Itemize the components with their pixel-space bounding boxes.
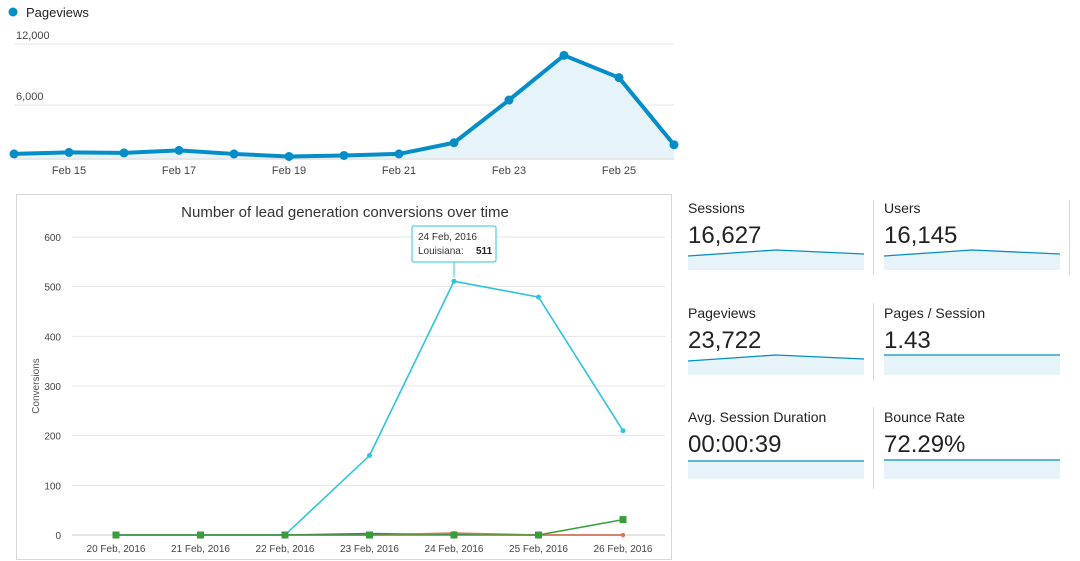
- sparkline: [884, 459, 1060, 479]
- metric-sessions[interactable]: Sessions 16,627: [688, 200, 864, 270]
- data-point: [112, 531, 120, 539]
- data-point: [9, 149, 19, 159]
- tooltip-series-label: Louisiana:: [418, 246, 464, 257]
- y-tick-label: 300: [44, 382, 61, 393]
- sparkline: [884, 354, 1060, 375]
- y-tick-label: 400: [44, 332, 61, 343]
- data-point: [536, 294, 541, 300]
- y-tick-label: 100: [44, 481, 61, 492]
- x-tick-label: Feb 15: [52, 165, 86, 177]
- area-fill: [14, 55, 674, 158]
- metric-pages-per-session[interactable]: Pages / Session 1.43: [884, 305, 1060, 375]
- sparkline-line: [688, 354, 864, 362]
- data-point: [197, 531, 204, 539]
- metric-value: 16,627: [688, 222, 762, 249]
- data-point: [559, 50, 569, 60]
- series-line: [116, 280, 624, 536]
- divider: [873, 407, 874, 489]
- metric-value: 00:00:39: [688, 431, 782, 458]
- x-tick-label: 22 Feb, 2016: [256, 544, 315, 555]
- y-axis-title: Conversions: [31, 358, 42, 414]
- data-point: [450, 531, 458, 539]
- data-point: [394, 149, 404, 159]
- metric-label: Sessions: [688, 200, 745, 216]
- data-point: [449, 138, 459, 148]
- metric-label: Pages / Session: [884, 305, 986, 321]
- metric-value: 72.29%: [884, 431, 966, 458]
- y-tick-label: 0: [55, 531, 61, 542]
- data-point: [281, 531, 289, 539]
- data-point: [174, 145, 184, 155]
- metric-label: Pageviews: [688, 305, 756, 321]
- data-point: [619, 516, 627, 524]
- conversions-chart-panel: Number of lead generation conversions ov…: [16, 194, 672, 560]
- x-tick-label: 23 Feb, 2016: [340, 544, 399, 555]
- sparkline-line: [688, 249, 864, 257]
- metric-label: Users: [884, 200, 921, 216]
- data-point: [504, 95, 514, 105]
- x-tick-label: Feb 17: [162, 165, 196, 177]
- data-point: [64, 147, 74, 157]
- data-point: [621, 533, 625, 537]
- data-point: [535, 531, 542, 539]
- metric-value: 1.43: [884, 327, 931, 354]
- divider: [873, 303, 874, 381]
- legend-label: Pageviews: [26, 5, 89, 20]
- divider: [1069, 200, 1070, 275]
- metric-users[interactable]: Users 16,145: [884, 200, 1060, 270]
- data-point: [119, 148, 129, 158]
- x-tick-label: 21 Feb, 2016: [171, 544, 230, 555]
- data-point: [451, 278, 457, 284]
- sparkline: [688, 249, 864, 270]
- data-point: [614, 73, 624, 83]
- sparkline-line: [884, 249, 1060, 257]
- data-point: [284, 151, 294, 161]
- metric-bounce-rate[interactable]: Bounce Rate 72.29%: [884, 409, 1060, 479]
- y-tick-label: 200: [44, 432, 61, 443]
- sparkline: [688, 460, 864, 479]
- data-point: [339, 150, 349, 160]
- sparkline: [884, 249, 1060, 270]
- metric-label: Avg. Session Duration: [688, 409, 827, 425]
- data-point: [366, 531, 373, 539]
- sparkline-fill: [688, 355, 864, 375]
- x-tick-label: 20 Feb, 2016: [87, 544, 146, 555]
- data-point: [669, 140, 679, 150]
- sparkline: [688, 354, 864, 375]
- y-tick-label: 600: [44, 233, 61, 244]
- data-point: [367, 453, 372, 459]
- metric-pageviews[interactable]: Pageviews 23,722: [688, 305, 864, 375]
- chart-title: Number of lead generation conversions ov…: [181, 204, 509, 221]
- x-tick-label: 24 Feb, 2016: [425, 544, 484, 555]
- sparkline-fill: [688, 250, 864, 270]
- conversions-chart: Number of lead generation conversions ov…: [31, 204, 665, 555]
- divider: [873, 200, 874, 275]
- tooltip-date: 24 Feb, 2016: [418, 232, 477, 243]
- metric-value: 23,722: [688, 327, 762, 354]
- sparkline-fill: [884, 250, 1060, 270]
- y-tick-label: 500: [44, 283, 61, 294]
- y-tick-label: 12,000: [16, 30, 50, 42]
- sparkline-fill: [688, 461, 864, 479]
- pageviews-chart-panel: Pageviews 12,000 6,000 Feb 15 Feb 17 Feb 19 Fe…: [0, 0, 680, 185]
- pageviews-chart: Pageviews 12,000 6,000 Feb 15 Feb 17 Feb 19 Fe…: [8, 5, 679, 177]
- metric-value: 16,145: [884, 222, 958, 249]
- x-tick-label: Feb 23: [492, 165, 526, 177]
- x-tick-label: Feb 19: [272, 165, 306, 177]
- x-tick-label: 26 Feb, 2016: [594, 544, 653, 555]
- x-tick-label: Feb 25: [602, 165, 636, 177]
- metric-label: Bounce Rate: [884, 409, 965, 425]
- x-tick-label: 25 Feb, 2016: [509, 544, 568, 555]
- sparkline-fill: [884, 355, 1060, 375]
- tooltip-value: 511: [476, 246, 493, 257]
- y-tick-label: 6,000: [16, 91, 44, 103]
- sparkline-fill: [884, 460, 1060, 479]
- x-tick-label: Feb 21: [382, 165, 416, 177]
- data-point: [229, 149, 239, 159]
- legend-dot: [8, 7, 18, 17]
- data-point: [620, 428, 626, 434]
- metric-avg-session-duration[interactable]: Avg. Session Duration 00:00:39: [688, 409, 864, 479]
